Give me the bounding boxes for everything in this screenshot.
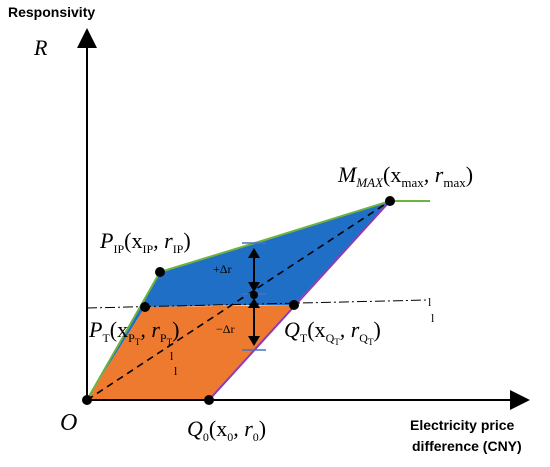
delta-minus-arrow-up (248, 298, 260, 308)
point-q0 (204, 395, 214, 405)
diagonal-dashed-line (86, 200, 391, 401)
origin-label: O (60, 410, 77, 436)
y-axis-title: Responsivity (8, 4, 95, 20)
label-q-t: QT(xQT, rQT) (284, 317, 381, 347)
x-axis-title-line1: Electricity price (410, 417, 514, 433)
lower-orange-region (87, 305, 294, 400)
point-p-ip (155, 267, 165, 277)
threshold-line-mark: l (428, 295, 432, 309)
point-middle (250, 291, 258, 299)
point-m-max (385, 196, 395, 206)
delta-minus-arrow-down (248, 336, 260, 346)
lower-boundary-line (208, 200, 391, 401)
label-q0: Q0(x0, r0) (187, 416, 266, 444)
threshold-line-mark-sub: l (431, 311, 435, 325)
delta-plus-arrow-down (248, 282, 260, 292)
label-p-ip: PIP(xIP, rIP) (99, 228, 191, 256)
delta-minus-label: −Δr (216, 322, 234, 336)
point-p-t (140, 302, 150, 312)
delta-plus-label: +Δr (213, 262, 231, 276)
diagonal-mark: l (170, 349, 174, 363)
label-m-max: MMAX(xmax, rmax) (337, 162, 473, 190)
label-p-t: PT(xPT, rPT) (88, 317, 179, 347)
point-origin (82, 395, 92, 405)
x-axis-title-line2: difference (CNY) (412, 438, 522, 454)
y-axis-symbol: R (33, 35, 48, 60)
delta-plus-arrow-up (248, 248, 260, 258)
point-q-t (289, 300, 299, 310)
diagonal-mark-sub: l (174, 364, 178, 378)
